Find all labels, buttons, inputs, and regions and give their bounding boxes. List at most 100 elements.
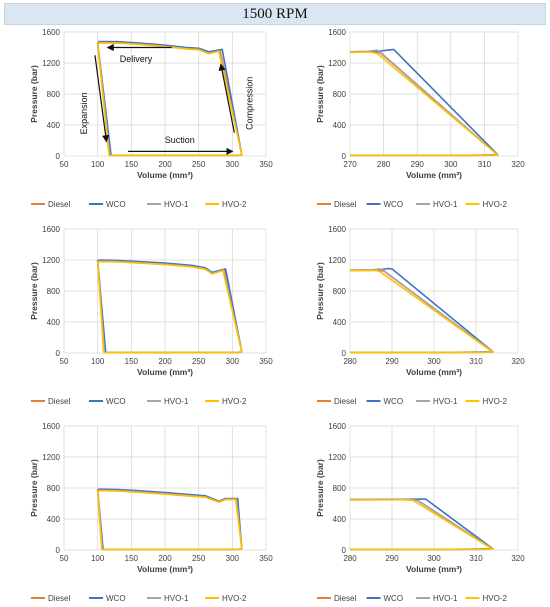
legend-label-diesel: Diesel bbox=[334, 594, 356, 603]
legend-label-wco: WCO bbox=[384, 200, 404, 209]
x-tick-label: 350 bbox=[259, 160, 273, 169]
legend-label-wco: WCO bbox=[106, 200, 126, 209]
y-tick-label: 1200 bbox=[328, 453, 346, 462]
legend-label-diesel: Diesel bbox=[48, 200, 70, 209]
y-axis-title: Pressure (bar) bbox=[29, 262, 39, 320]
annotation-expansion: Expansion bbox=[79, 92, 89, 134]
annotation-suction: Suction bbox=[165, 135, 195, 145]
chart-panel-3: 0 400 800 1200 1600 50 100 150 200 250 300 350 Volum… bbox=[29, 225, 273, 406]
x-axis-title: Volume (mm³) bbox=[137, 170, 193, 180]
y-tick-label: 1600 bbox=[328, 28, 346, 37]
x-tick-label: 350 bbox=[259, 554, 273, 563]
x-tick-label: 50 bbox=[60, 160, 69, 169]
series-line-hvo-1 bbox=[96, 489, 243, 551]
y-tick-label: 1200 bbox=[42, 256, 60, 265]
page-header: 1500 RPM bbox=[4, 3, 546, 25]
series-line-hvo-1 bbox=[349, 268, 494, 354]
series-line-diesel bbox=[349, 50, 499, 157]
x-tick-label: 290 bbox=[385, 357, 399, 366]
x-tick-label: 300 bbox=[226, 554, 240, 563]
legend-label-hvo-2: HVO-2 bbox=[483, 200, 508, 209]
series-line-wco bbox=[96, 488, 243, 551]
series-line-hvo-1 bbox=[349, 49, 499, 157]
y-tick-label: 0 bbox=[56, 152, 61, 161]
x-tick-label: 280 bbox=[377, 160, 391, 169]
series-line-wco bbox=[349, 267, 494, 354]
legend-label-hvo-2: HVO-2 bbox=[222, 594, 247, 603]
legend-label-hvo-1: HVO-1 bbox=[433, 397, 458, 406]
x-tick-label: 100 bbox=[91, 554, 105, 563]
y-tick-label: 1600 bbox=[42, 225, 60, 234]
x-tick-label: 100 bbox=[91, 160, 105, 169]
legend-label-hvo-2: HVO-2 bbox=[222, 397, 247, 406]
x-tick-label: 200 bbox=[158, 160, 172, 169]
y-axis-title: Pressure (bar) bbox=[29, 65, 39, 123]
y-axis-title: Pressure (bar) bbox=[315, 459, 325, 517]
y-tick-label: 1600 bbox=[42, 422, 60, 431]
y-tick-label: 800 bbox=[47, 287, 61, 296]
x-tick-label: 280 bbox=[343, 554, 357, 563]
series-line-hvo-2 bbox=[349, 498, 494, 551]
x-tick-label: 250 bbox=[192, 357, 206, 366]
annotation-arrow bbox=[218, 63, 235, 133]
y-tick-label: 400 bbox=[333, 318, 347, 327]
legend-label-wco: WCO bbox=[106, 594, 126, 603]
x-tick-label: 320 bbox=[511, 357, 525, 366]
y-tick-label: 400 bbox=[333, 121, 347, 130]
y-tick-label: 1200 bbox=[328, 256, 346, 265]
x-tick-label: 200 bbox=[158, 357, 172, 366]
y-tick-label: 0 bbox=[342, 152, 347, 161]
series-line-hvo-2 bbox=[96, 260, 243, 354]
legend-label-hvo-2: HVO-2 bbox=[483, 594, 508, 603]
y-tick-label: 1200 bbox=[42, 59, 60, 68]
legend-label-diesel: Diesel bbox=[334, 397, 356, 406]
chart-panel-5: 0 400 800 1200 1600 50 100 150 200 250 300 350 Volum… bbox=[29, 422, 273, 603]
y-tick-label: 0 bbox=[56, 546, 61, 555]
y-tick-label: 0 bbox=[56, 349, 61, 358]
x-tick-label: 250 bbox=[192, 554, 206, 563]
x-tick-label: 320 bbox=[511, 160, 525, 169]
legend-label-wco: WCO bbox=[384, 594, 404, 603]
annotation-arrow bbox=[94, 55, 110, 143]
y-tick-label: 400 bbox=[47, 515, 61, 524]
x-tick-label: 150 bbox=[125, 160, 139, 169]
chart-panel-6: 0 400 800 1200 1600 280 290 300 310 320 Volume (mm… bbox=[315, 422, 525, 603]
y-axis-title: Pressure (bar) bbox=[315, 262, 325, 320]
y-tick-label: 1200 bbox=[42, 453, 60, 462]
x-tick-label: 300 bbox=[427, 357, 441, 366]
legend-label-wco: WCO bbox=[106, 397, 126, 406]
series-line-diesel bbox=[349, 498, 494, 551]
y-tick-label: 1600 bbox=[328, 225, 346, 234]
series-line-wco bbox=[349, 498, 494, 551]
x-tick-label: 50 bbox=[60, 357, 69, 366]
annotation-delivery: Delivery bbox=[120, 54, 153, 64]
series-line-diesel bbox=[96, 489, 243, 551]
x-tick-label: 310 bbox=[469, 357, 483, 366]
x-tick-label: 300 bbox=[444, 160, 458, 169]
x-tick-label: 310 bbox=[478, 160, 492, 169]
series-line-hvo-2 bbox=[349, 269, 494, 354]
y-tick-label: 1600 bbox=[42, 28, 60, 37]
series-line-hvo-1 bbox=[349, 498, 494, 551]
legend-label-hvo-1: HVO-1 bbox=[164, 594, 189, 603]
x-tick-label: 100 bbox=[91, 357, 105, 366]
y-tick-label: 800 bbox=[333, 484, 347, 493]
x-axis-title: Volume (mm³) bbox=[406, 564, 462, 574]
series-line-wco bbox=[349, 48, 499, 157]
annotation-compression: Compression bbox=[245, 77, 255, 130]
y-tick-label: 800 bbox=[333, 90, 347, 99]
legend-label-diesel: Diesel bbox=[48, 594, 70, 603]
series-line-diesel bbox=[96, 259, 243, 354]
page-title: 1500 RPM bbox=[242, 5, 308, 22]
x-tick-label: 150 bbox=[125, 357, 139, 366]
y-tick-label: 0 bbox=[342, 546, 347, 555]
x-tick-label: 150 bbox=[125, 554, 139, 563]
x-tick-label: 300 bbox=[226, 160, 240, 169]
y-axis-title: Pressure (bar) bbox=[29, 459, 39, 517]
legend-label-hvo-2: HVO-2 bbox=[483, 397, 508, 406]
series-line-hvo-2 bbox=[349, 51, 499, 157]
x-tick-label: 200 bbox=[158, 554, 172, 563]
x-tick-label: 280 bbox=[343, 357, 357, 366]
legend-label-diesel: Diesel bbox=[48, 397, 70, 406]
series-line-diesel bbox=[349, 269, 494, 354]
